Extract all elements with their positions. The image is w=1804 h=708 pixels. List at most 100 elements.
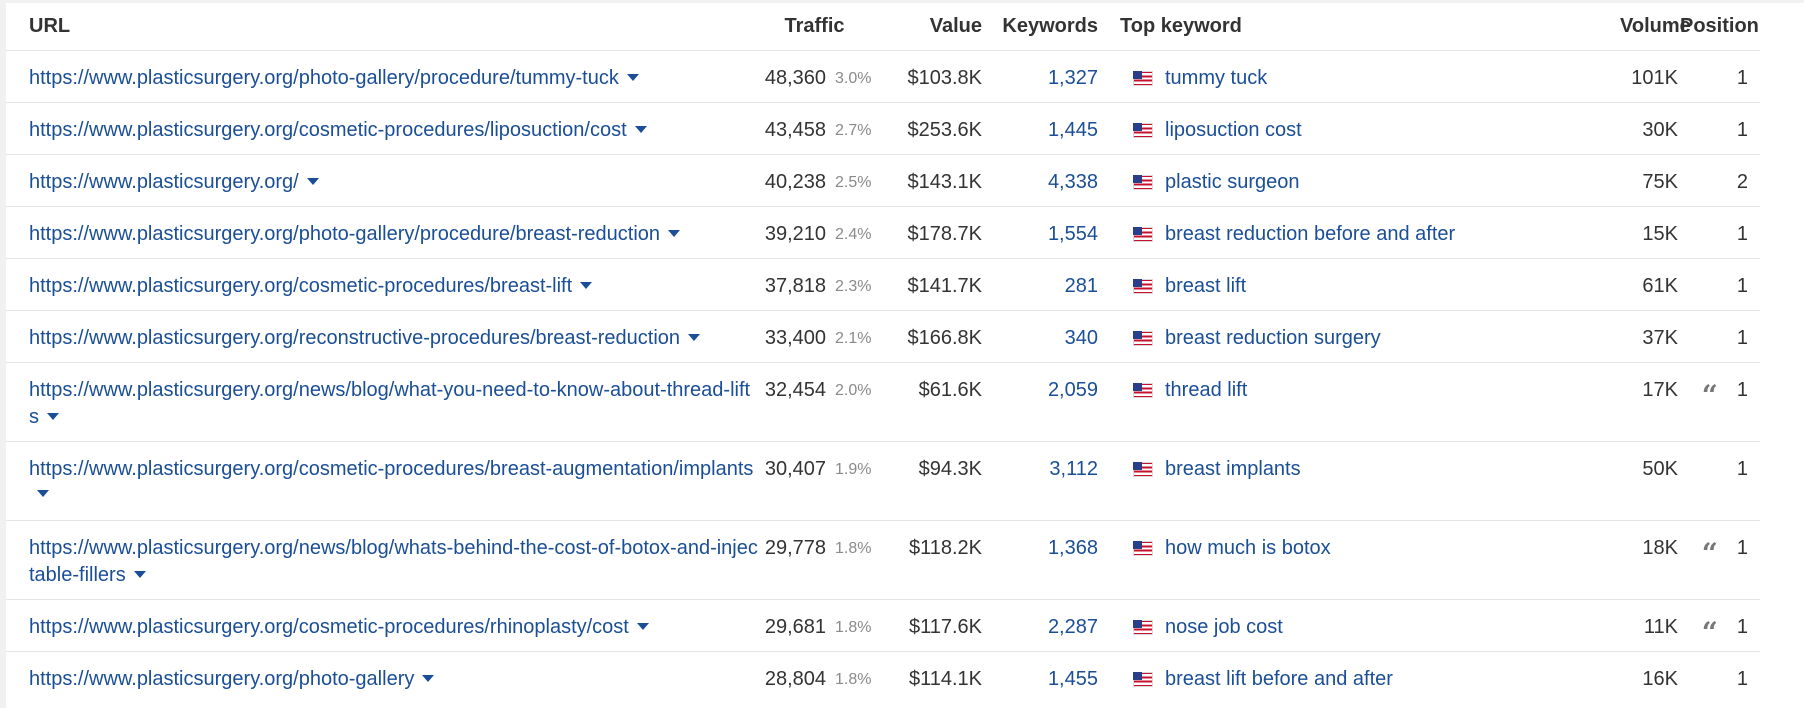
url-link[interactable]: https://www.plasticsurgery.org/news/blog… xyxy=(29,379,751,428)
top-keyword-cell: nose job cost xyxy=(1133,599,1620,652)
url-link[interactable]: https://www.plasticsurgery.org/photo-gal… xyxy=(29,668,415,690)
traffic-value: 40,238 xyxy=(764,171,826,193)
caret-down-icon[interactable] xyxy=(133,571,146,578)
top-keyword-link[interactable]: tummy tuck xyxy=(1165,67,1268,89)
traffic-value-usd: $117.6K xyxy=(908,616,982,638)
traffic-value-usd: $253.6K xyxy=(907,119,982,141)
url-link[interactable]: https://www.plasticsurgery.org/cosmetic-… xyxy=(29,458,754,480)
volume-value: 18K xyxy=(1642,537,1678,559)
keywords-count-link[interactable]: 3,112 xyxy=(1049,458,1098,480)
volume-cell: 18K xyxy=(1620,520,1680,600)
column-header-keywords[interactable]: Keywords xyxy=(982,3,1098,51)
url-link[interactable]: https://www.plasticsurgery.org/news/blog… xyxy=(29,537,758,586)
keywords-count-link[interactable]: 1,554 xyxy=(1047,223,1098,245)
column-header-value[interactable]: Value xyxy=(881,3,982,51)
volume-cell: 15K xyxy=(1620,206,1680,259)
position-cell: 1 xyxy=(1680,310,1760,363)
us-flag-icon xyxy=(1133,672,1153,687)
traffic-share-cell: 2.3% xyxy=(826,258,881,311)
traffic-cell: 30,407 xyxy=(758,441,826,521)
top-keyword-cell: tummy tuck xyxy=(1133,50,1620,103)
volume-value: 50K xyxy=(1642,458,1678,480)
value-cell: $178.7K xyxy=(881,206,982,259)
traffic-cell: 33,400 xyxy=(758,310,826,363)
column-header-traffic[interactable]: Traffic xyxy=(758,3,881,51)
caret-down-icon[interactable] xyxy=(636,623,649,630)
traffic-share-cell: 3.0% xyxy=(826,50,881,103)
top-keyword-link[interactable]: breast reduction surgery xyxy=(1165,327,1381,349)
top-keyword-link[interactable]: nose job cost xyxy=(1165,616,1283,638)
column-header-url[interactable]: URL xyxy=(6,3,758,51)
caret-down-icon[interactable] xyxy=(47,413,59,420)
position-cell: 1 xyxy=(1680,50,1760,103)
caret-down-icon[interactable] xyxy=(306,178,319,185)
keywords-count-link[interactable]: 281 xyxy=(1064,275,1098,297)
caret-down-icon[interactable] xyxy=(688,334,701,341)
keywords-cell: 1,368 xyxy=(982,520,1098,600)
us-flag-icon xyxy=(1133,331,1153,346)
keywords-count-link[interactable]: 2,287 xyxy=(1047,616,1098,638)
top-keyword-link[interactable]: breast lift xyxy=(1165,275,1247,297)
traffic-value-usd: $61.6K xyxy=(918,379,982,401)
caret-down-icon[interactable] xyxy=(580,282,593,289)
table-row: https://www.plasticsurgery.org/40,238 2.5… xyxy=(6,154,1760,207)
value-cell: $118.2K xyxy=(881,520,982,600)
value-cell: $253.6K xyxy=(881,102,982,155)
keywords-count-link[interactable]: 4,338 xyxy=(1047,171,1098,193)
top-keyword-link[interactable]: breast implants xyxy=(1165,458,1301,480)
top-keyword-link[interactable]: breast reduction before and after xyxy=(1165,223,1456,245)
quote-icon: “ xyxy=(1701,537,1718,570)
top-keyword-link[interactable]: liposuction cost xyxy=(1165,119,1302,141)
position-cell: 1 xyxy=(1680,206,1760,259)
url-link[interactable]: https://www.plasticsurgery.org/photo-gal… xyxy=(29,67,619,89)
position-value: 1 xyxy=(1736,275,1748,297)
top-keyword-cell: breast implants xyxy=(1133,441,1620,521)
url-link[interactable]: https://www.plasticsurgery.org/photo-gal… xyxy=(29,223,661,245)
value-cell: $143.1K xyxy=(881,154,982,207)
keywords-count-link[interactable]: 340 xyxy=(1064,327,1098,349)
traffic-share: 2.0% xyxy=(835,382,872,399)
top-keyword-link[interactable]: how much is botox xyxy=(1165,537,1331,559)
value-cell: $141.7K xyxy=(881,258,982,311)
keywords-count-link[interactable]: 1,368 xyxy=(1047,537,1098,559)
url-link[interactable]: https://www.plasticsurgery.org/reconstru… xyxy=(29,327,681,349)
position-value: 1 xyxy=(1736,458,1748,480)
us-flag-icon xyxy=(1133,279,1153,294)
traffic-value-usd: $118.2K xyxy=(908,537,982,559)
url-link[interactable]: https://www.plasticsurgery.org/cosmetic-… xyxy=(29,616,629,638)
url-link[interactable]: https://www.plasticsurgery.org/cosmetic-… xyxy=(29,119,627,141)
traffic-value-usd: $94.3K xyxy=(918,458,982,480)
value-cell: $166.8K xyxy=(881,310,982,363)
table-header-row: URL Traffic Value Keywords Top keyword V… xyxy=(6,3,1760,51)
top-keyword-link[interactable]: thread lift xyxy=(1165,379,1248,401)
traffic-share: 2.7% xyxy=(835,122,872,139)
top-keyword-link[interactable]: breast lift before and after xyxy=(1165,668,1393,690)
url-cell: https://www.plasticsurgery.org/cosmetic-… xyxy=(6,102,758,155)
traffic-share: 2.1% xyxy=(835,330,872,347)
caret-down-icon[interactable] xyxy=(634,126,647,133)
keywords-count-link[interactable]: 1,445 xyxy=(1047,119,1098,141)
traffic-value-usd: $103.8K xyxy=(907,67,982,89)
keywords-count-link[interactable]: 1,455 xyxy=(1047,668,1098,690)
url-link[interactable]: https://www.plasticsurgery.org/ xyxy=(29,171,299,193)
traffic-value-usd: $114.1K xyxy=(908,668,982,690)
url-link[interactable]: https://www.plasticsurgery.org/cosmetic-… xyxy=(29,275,573,297)
caret-down-icon[interactable] xyxy=(668,230,681,237)
caret-down-icon[interactable] xyxy=(37,490,49,497)
column-header-top-keyword[interactable]: Top keyword xyxy=(1098,3,1620,51)
table-row: https://www.plasticsurgery.org/cosmetic-… xyxy=(6,258,1760,311)
keywords-count-link[interactable]: 2,059 xyxy=(1047,379,1098,401)
column-header-position[interactable]: Position xyxy=(1680,3,1760,51)
keywords-count-link[interactable]: 1,327 xyxy=(1047,67,1098,89)
quote-icon: “ xyxy=(1701,616,1718,649)
spacer-cell xyxy=(1098,102,1133,155)
column-header-volume[interactable]: Volume xyxy=(1620,3,1691,51)
caret-down-icon[interactable] xyxy=(626,74,639,81)
caret-down-icon[interactable] xyxy=(422,675,435,682)
traffic-value: 28,804 xyxy=(764,668,826,690)
volume-cell: 101K xyxy=(1620,50,1680,103)
value-cell: $103.8K xyxy=(881,50,982,103)
value-cell: $114.1K xyxy=(881,652,982,704)
volume-cell: 75K xyxy=(1620,154,1680,207)
top-keyword-link[interactable]: plastic surgeon xyxy=(1165,171,1300,193)
